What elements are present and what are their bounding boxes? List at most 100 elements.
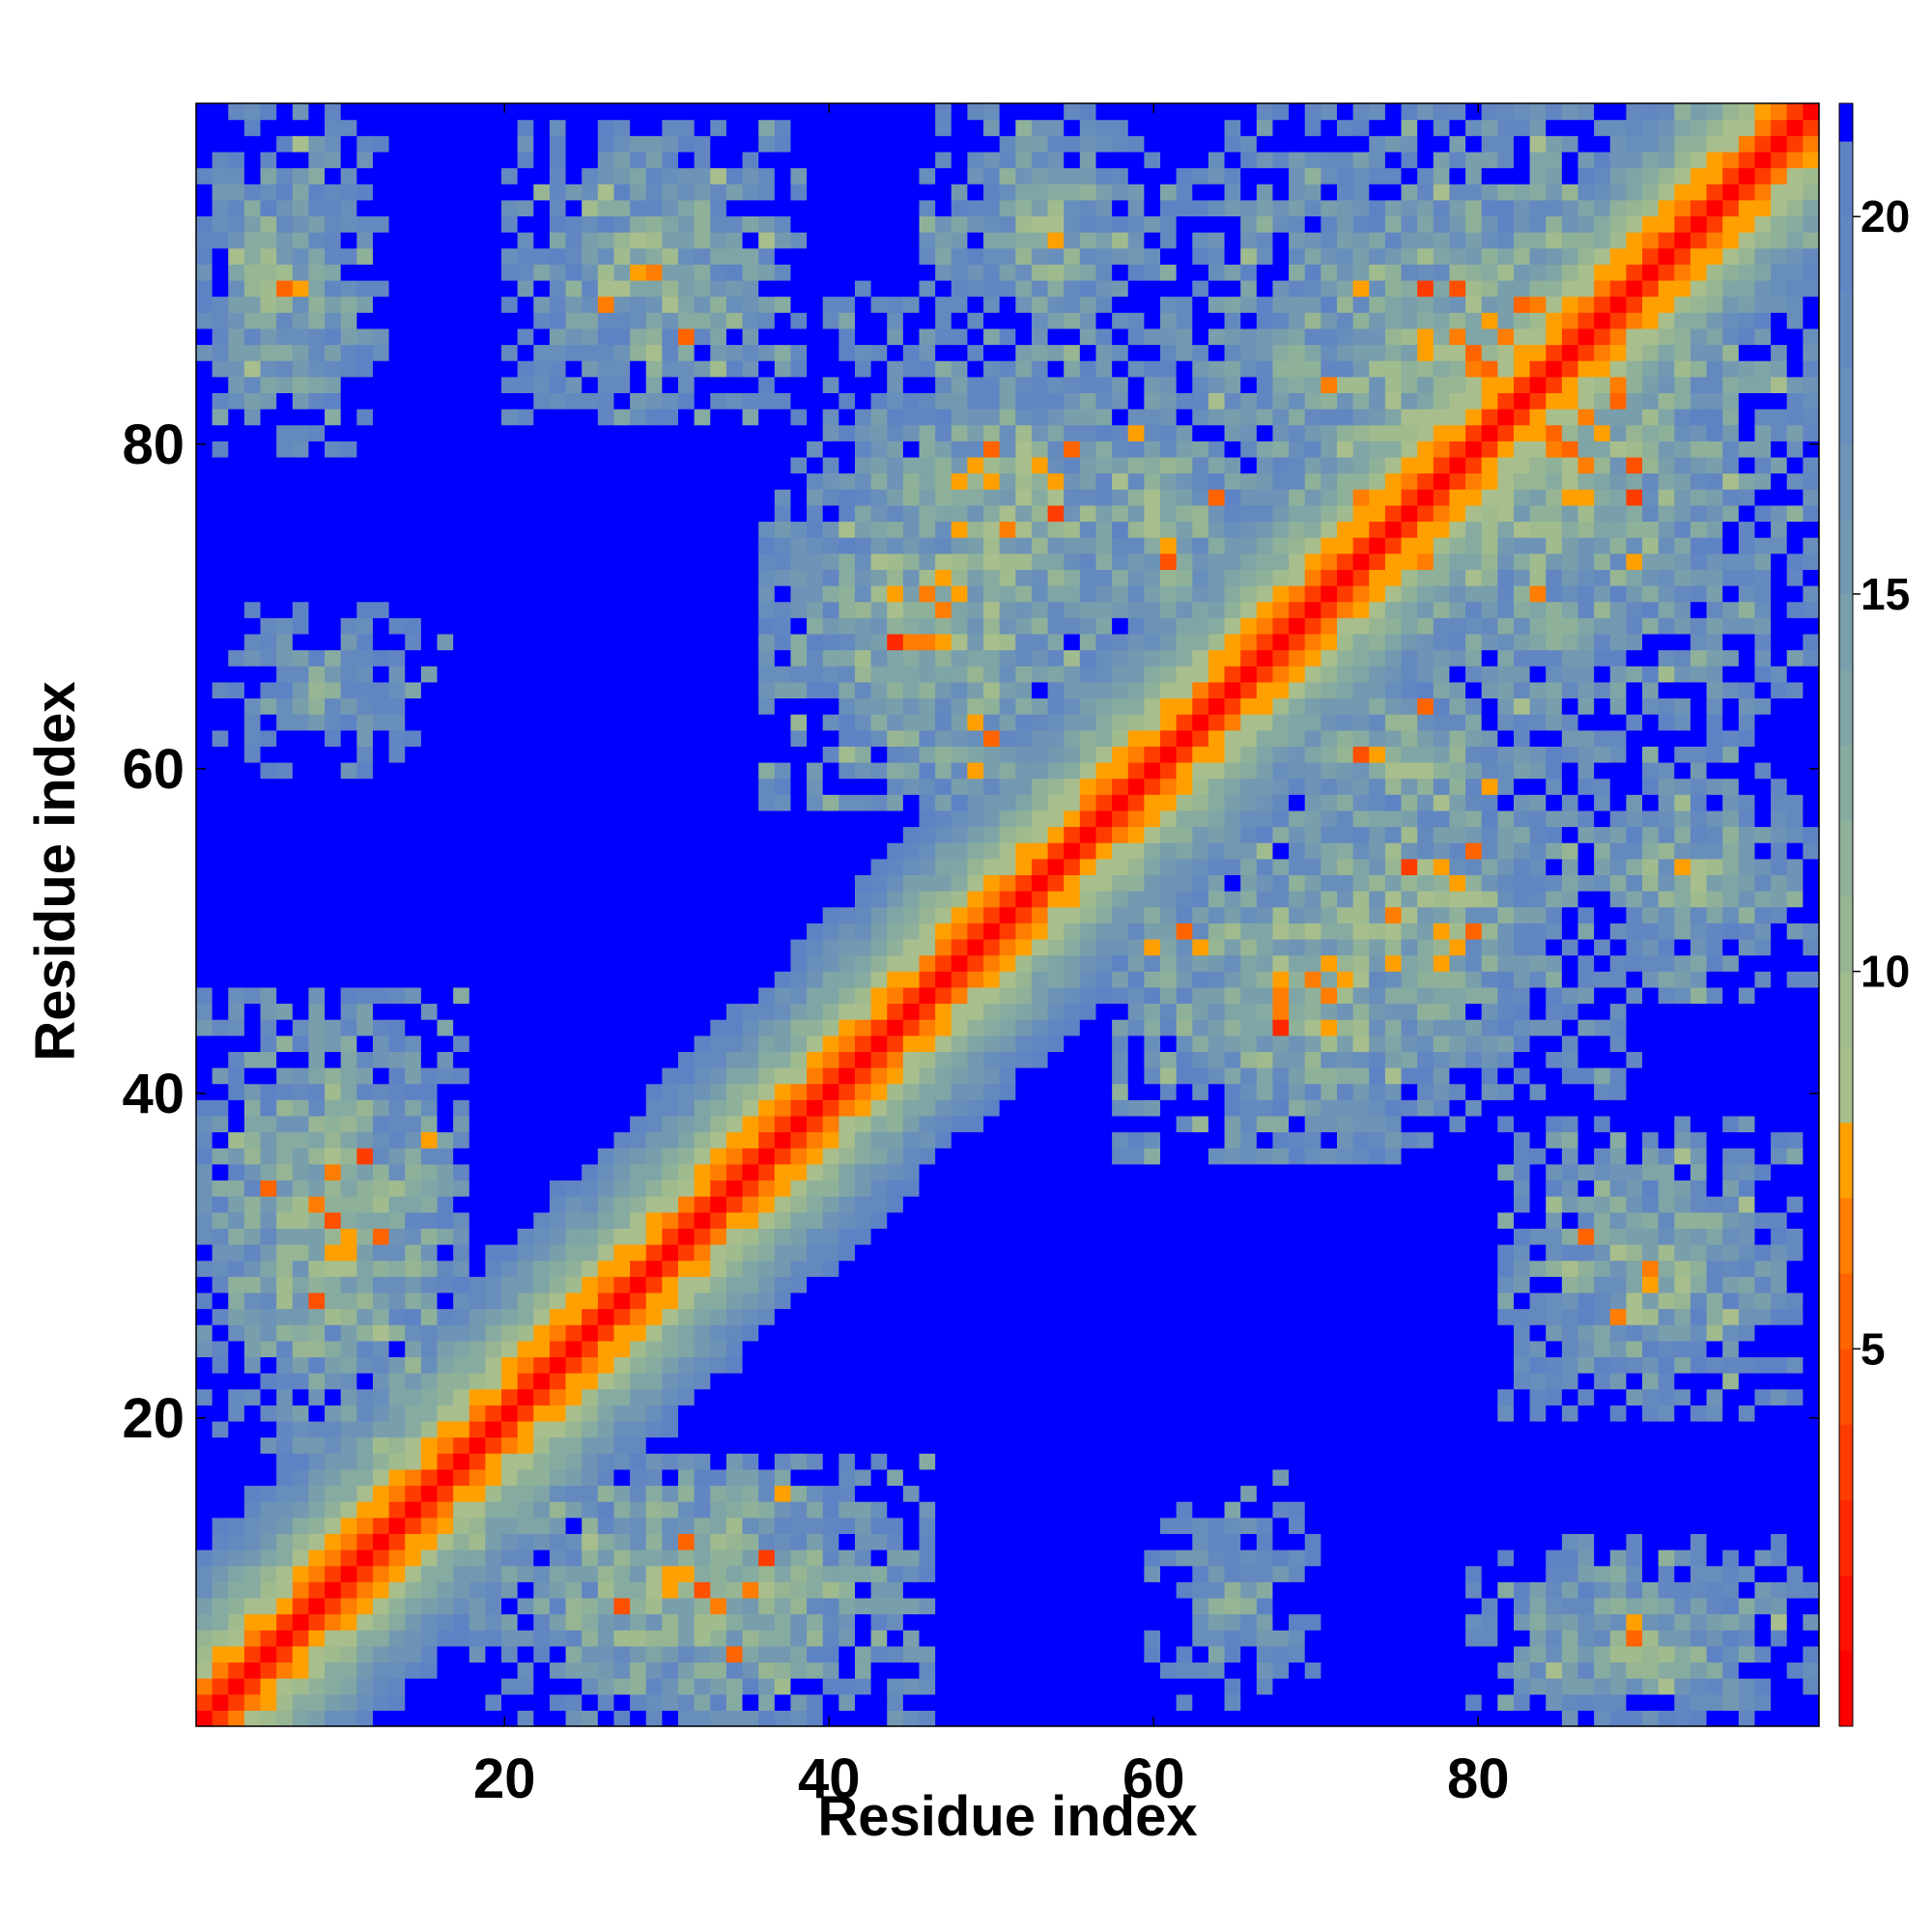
heatmap-cell [807, 135, 824, 153]
heatmap-cell [967, 489, 984, 506]
heatmap-cell [243, 409, 262, 426]
heatmap-cell [710, 1196, 727, 1213]
heatmap-cell [325, 826, 342, 843]
heatmap-cell [565, 1533, 582, 1550]
heatmap-cell [325, 858, 342, 876]
heatmap-cell [260, 1436, 277, 1454]
heatmap-cell [485, 891, 502, 908]
heatmap-cell [822, 954, 839, 972]
heatmap-cell [597, 569, 615, 586]
heatmap-cell [501, 714, 519, 731]
heatmap-cell [582, 842, 599, 860]
heatmap-cell [243, 778, 262, 795]
heatmap-cell [758, 424, 776, 441]
heatmap-cell [662, 1003, 679, 1020]
heatmap-cell [372, 1678, 390, 1695]
heatmap-cell [437, 1693, 454, 1711]
heatmap-cell [533, 874, 551, 892]
heatmap-cell [292, 1003, 310, 1020]
heatmap-cell [533, 1324, 551, 1342]
heatmap-cell [405, 1630, 422, 1647]
heatmap-cell [388, 874, 406, 892]
heatmap-cell [645, 489, 663, 506]
heatmap-cell [501, 1501, 519, 1519]
heatmap-cell [822, 103, 839, 121]
heatmap-cell [645, 1662, 663, 1679]
heatmap-cell [212, 1710, 229, 1727]
heatmap-cell [854, 761, 872, 780]
heatmap-cell [420, 569, 439, 586]
heatmap-cell [742, 601, 759, 618]
heatmap-cell [645, 1630, 663, 1647]
heatmap-cell [212, 810, 229, 828]
heatmap-cell [517, 1228, 534, 1245]
heatmap-cell [276, 537, 294, 554]
heatmap-cell [388, 666, 406, 683]
heatmap-cell [501, 504, 519, 523]
heatmap-cell [645, 199, 663, 217]
heatmap-cell [243, 553, 262, 570]
heatmap-cell [485, 986, 502, 1005]
heatmap-cell [935, 986, 952, 1005]
heatmap-cell [725, 1630, 744, 1647]
heatmap-cell [951, 891, 969, 908]
heatmap-cell [710, 264, 727, 281]
heatmap-cell [469, 1148, 486, 1165]
heatmap-cell [742, 666, 759, 683]
heatmap-cell [501, 1260, 519, 1277]
heatmap-cell [613, 135, 631, 153]
heatmap-cell [517, 1388, 534, 1406]
heatmap-cell [710, 279, 727, 298]
heatmap-cell [838, 1710, 856, 1727]
heatmap-cell [308, 746, 326, 763]
heatmap-cell [854, 1517, 872, 1534]
heatmap-cell [678, 167, 696, 185]
heatmap-cell [790, 746, 808, 763]
heatmap-cell [485, 1581, 502, 1599]
heatmap-cell [790, 1565, 808, 1582]
heatmap-cell [582, 392, 599, 410]
heatmap-cell [967, 906, 984, 923]
heatmap-cell [356, 1067, 374, 1085]
heatmap-cell [870, 472, 888, 490]
heatmap-cell [276, 810, 294, 828]
heatmap-cell [212, 714, 229, 731]
heatmap-cell [469, 1067, 486, 1085]
heatmap-cell [678, 842, 696, 860]
heatmap-cell [758, 1468, 776, 1487]
heatmap-cell [356, 1453, 374, 1470]
heatmap-cell [469, 424, 486, 441]
heatmap-cell [533, 199, 551, 217]
heatmap-cell [678, 906, 696, 923]
heatmap-cell [212, 489, 229, 506]
heatmap-cell [662, 1292, 679, 1310]
heatmap-cell [308, 489, 326, 506]
heatmap-cell [243, 1533, 262, 1550]
heatmap-cell [228, 1131, 245, 1149]
heatmap-cell [308, 344, 326, 361]
heatmap-cell [951, 119, 969, 136]
heatmap-cell [260, 103, 277, 121]
heatmap-cell [565, 1662, 582, 1679]
heatmap-cell [549, 1179, 567, 1197]
heatmap-cell [935, 1340, 952, 1358]
heatmap-cell [260, 1485, 277, 1502]
heatmap-cell [645, 1678, 663, 1695]
heatmap-cell [887, 1163, 904, 1181]
heatmap-cell [340, 456, 357, 474]
heatmap-cell [243, 1388, 262, 1406]
heatmap-cell [308, 1148, 326, 1165]
heatmap-cell [645, 1308, 663, 1325]
heatmap-cell [774, 489, 792, 506]
heatmap-cell [388, 1565, 406, 1582]
heatmap-cell [243, 1436, 262, 1454]
heatmap-cell [645, 247, 663, 265]
heatmap-cell [807, 456, 824, 474]
heatmap-cell [742, 1662, 759, 1679]
heatmap-cell [196, 199, 213, 217]
heatmap-cell [196, 923, 213, 940]
heatmap-cell [951, 440, 969, 458]
heatmap-cell [967, 1148, 984, 1165]
heatmap-cell [517, 1405, 534, 1422]
heatmap-cell [887, 1485, 904, 1502]
